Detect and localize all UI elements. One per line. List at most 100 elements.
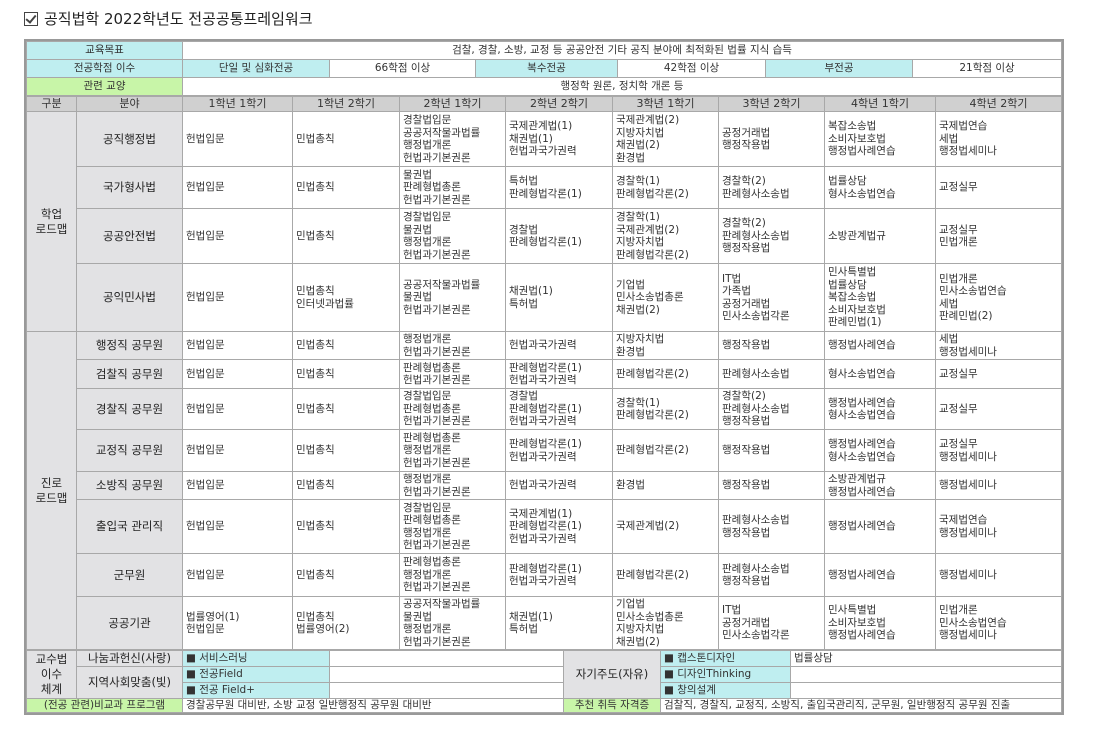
course-name: 경찰법입문	[403, 211, 452, 223]
course-cell: 민사특별법 소비자보호법 행정법사례연습	[824, 596, 936, 650]
course-name: 경찰학(1)	[616, 211, 660, 223]
course-name: 환경법	[616, 345, 645, 358]
course-name: 판례민법(1)	[828, 316, 882, 329]
course-cell: 판례형법총론 행정법개론 헌법과기본권론	[399, 429, 506, 472]
field-label: 공익민사법	[76, 263, 183, 332]
column-header: 3학년 2학기	[718, 96, 825, 112]
credit-type: 부전공	[765, 59, 913, 78]
course-name: 민사소송법총론	[616, 610, 684, 623]
course-cell: 경찰법 판례형법각론(1)	[505, 208, 613, 264]
course-cell: 판례형법각론(1) 헌법과국가권력	[505, 553, 613, 597]
course-name: 경찰법입문	[403, 501, 452, 514]
course-name: 판례민법(2)	[939, 310, 993, 322]
table-row: 진로 로드맵 행정직 공무원 헌법입문 민법총칙 행정법개론 헌법과기본권론 헌법과국가권력…	[26, 331, 1062, 650]
course-name: 행정법개론	[403, 568, 452, 581]
course-name: 헌법입문	[186, 444, 225, 457]
course-name: 민법총칙	[296, 367, 335, 380]
course-name: 행정작용법	[722, 479, 771, 492]
course-name: 민법개론	[939, 272, 978, 285]
course-cell: 민법총칙	[292, 166, 400, 209]
pedagogy-item: ■ 전공 Field+	[182, 682, 330, 699]
course-cell: 판례형법총론 헌법과기본권론	[399, 359, 506, 389]
course-cell: 행정법사례연습 형사소송법연습	[824, 388, 936, 430]
column-header: 구분	[26, 96, 77, 112]
course-cell: 민법총칙	[292, 388, 400, 430]
course-name: 민법총칙	[296, 520, 335, 533]
course-name: 헌법과기본권론	[403, 151, 471, 164]
course-name: 행정법개론	[403, 236, 452, 248]
course-name: 행정법사례연습	[828, 485, 896, 498]
field-label: 교정직 공무원	[76, 429, 183, 472]
course-cell: 판례형법각론(2)	[612, 429, 719, 472]
course-name: 헌법입문	[186, 479, 225, 492]
course-name: 헌법입문	[186, 623, 225, 635]
course-name: 경찰학(2)	[722, 175, 766, 187]
pedagogy-item: ■ 캡스톤디자인	[660, 650, 791, 667]
course-cell: IT법 가족법 공정거래법 민사소송법각론	[718, 263, 825, 332]
credits-label: 전공학점 이수	[26, 59, 183, 78]
course-name: 헌법과국가권력	[509, 339, 577, 352]
course-name: 헌법과국가권력	[509, 532, 577, 545]
course-name: 행정법개론	[403, 526, 452, 539]
course-name: 교정실무	[939, 438, 978, 450]
course-cell: 민법총칙	[292, 429, 400, 472]
field-label: 공공기관	[76, 596, 183, 650]
course-cell: 행정작용법	[718, 429, 825, 472]
course-cell: 민법총칙	[292, 471, 400, 500]
course-name: 헌법입문	[186, 520, 225, 533]
course-name: 행정법개론	[403, 473, 452, 485]
course-name: 헌법과국가권력	[509, 479, 577, 492]
course-cell: 물권법 판례형법총론 헌법과기본권론	[399, 166, 506, 209]
course-name: 행정작용법	[722, 242, 771, 255]
course-name: 물권법	[403, 291, 432, 304]
course-cell: 경찰법 판례형법각론(1) 헌법과국가권력	[505, 388, 613, 430]
field-label: 소방직 공무원	[76, 471, 183, 500]
course-cell: 행정법사례연습 형사소송법연습	[824, 429, 936, 472]
field-label: 군무원	[76, 553, 183, 597]
course-name: 민사특별법	[828, 604, 877, 617]
course-name: 채권법(2)	[616, 635, 660, 648]
course-name: 판례형법총론	[403, 556, 461, 569]
course-name: 판례형법총론	[403, 361, 461, 374]
course-name: 형사소송법연습	[828, 187, 896, 200]
course-name: 헌법과국가권력	[509, 415, 577, 428]
course-name: 헌법입문	[186, 402, 225, 415]
course-cell: 민법개론 민사소송법연습 행정법세미나	[935, 596, 1062, 650]
course-name: 민법총칙	[296, 132, 335, 145]
checkbox-icon	[24, 11, 38, 26]
table-row: 출입국 관리직 헌법입문 민법총칙 경찰법입문 판례형법총론 행정법개론 헌법과기본권론 국제…	[27, 499, 1062, 554]
course-cell: 국제법연습 세법 행정법세미나	[935, 111, 1062, 167]
course-name: 채권법(1)	[509, 285, 553, 297]
course-cell: 국제관계법(1) 판례형법각론(1) 헌법과국가권력	[505, 499, 613, 554]
course-cell: 헌법입문	[182, 499, 293, 554]
course-name: 공공저작물과법률	[403, 126, 481, 139]
table-row: 공공안전법 헌법입문 민법총칙 경찰법입문 물권법 행정법개론 헌법과기본권론 경찰법 판례형법…	[27, 208, 1062, 264]
course-name: 행정법개론	[403, 139, 452, 151]
course-name: 경찰학(1)	[616, 396, 660, 409]
course-cell: 헌법입문	[182, 208, 293, 264]
course-name: 복잡소송법	[828, 120, 877, 133]
course-cell: 경찰학(1) 국제관계법(2) 지방자치법 판례형법각론(2)	[612, 208, 719, 264]
course-cell: 공공저작물과법률 물권법 헌법과기본권론	[399, 263, 506, 332]
course-cell: 헌법과국가권력	[505, 331, 613, 360]
column-header: 분야	[76, 96, 183, 112]
table-row: 경찰직 공무원 헌법입문 민법총칙 경찰법입문 판례형법총론 헌법과기본권론 경찰법 판례형법…	[27, 388, 1062, 430]
course-name: 민법총칙	[296, 610, 335, 623]
course-name: 행정작용법	[722, 415, 771, 428]
pedagogy-value: 법률상담	[790, 650, 1062, 667]
course-name: 교정실무	[939, 223, 978, 236]
course-name: 민사소송법총론	[616, 291, 684, 304]
course-name: 헌법과기본권론	[403, 485, 471, 498]
course-cell: 교정실무 행정법세미나	[935, 429, 1062, 472]
course-name: 행정작용법	[722, 444, 771, 457]
course-cell: 경찰법입문 물권법 행정법개론 헌법과기본권론	[399, 208, 506, 264]
liberal-label: 관련 교양	[26, 77, 183, 96]
course-name: 공정거래법	[722, 616, 771, 629]
pedagogy-table: 교수법 이수 체계 나눔과헌신(사랑) ■ 서비스러닝 자기주도(자유) ■ 캡…	[26, 650, 1062, 713]
course-name: 판례형사소송법	[722, 187, 790, 200]
course-name: 국제관계법(1)	[509, 120, 573, 133]
course-cell: 국제관계법(2) 지방자치법 채권법(2) 환경법	[612, 111, 719, 167]
course-name: 헌법입문	[186, 291, 225, 304]
course-name: 경찰법입문	[403, 390, 452, 403]
course-name: 채권법(1)	[509, 132, 553, 145]
